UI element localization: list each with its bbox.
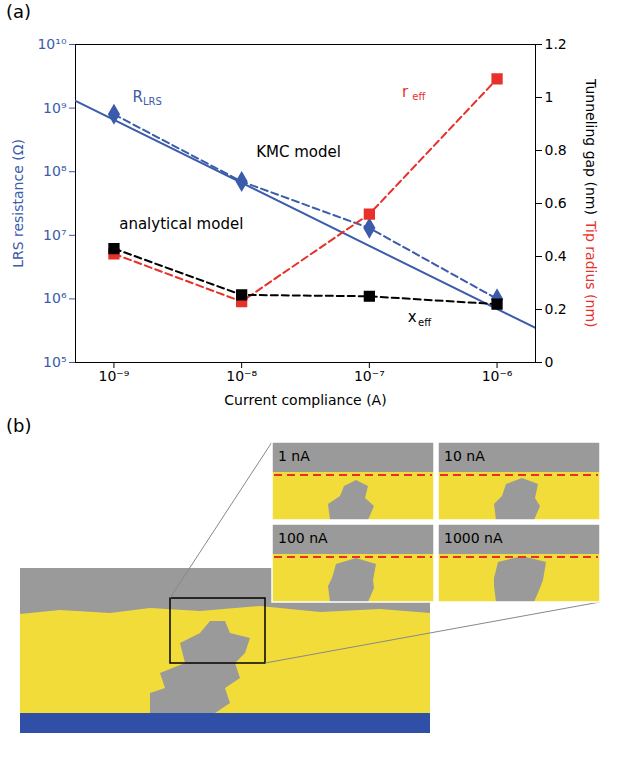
svg-text:eff: eff [418,317,432,328]
html-text:(a): (a) [6,1,32,22]
svg-text:0.4: 0.4 [545,248,567,264]
html-text:Tip radius (nm): Tip radius (nm) [583,220,599,328]
svg-text:eff: eff [412,91,426,102]
html-text:Tunneling gap (nm): Tunneling gap (nm) [583,78,599,215]
svg-text:LRS: LRS [143,96,162,107]
svg-text:10⁷: 10⁷ [43,227,66,243]
svg-text:KMC model: KMC model [256,143,341,161]
html-text:(b): (b) [6,415,32,436]
svg-text:10⁻⁷: 10⁻⁷ [354,368,385,384]
svg-text:0.2: 0.2 [545,301,567,317]
svg-text:10⁶: 10⁶ [43,290,67,306]
svg-text:10¹⁰: 10¹⁰ [37,36,66,52]
svg-text:10⁻⁸: 10⁻⁸ [226,368,257,384]
svg-text:10⁹: 10⁹ [43,100,67,116]
svg-text:10⁸: 10⁸ [43,163,67,179]
svg-text:0.6: 0.6 [545,195,567,211]
svg-text:10⁻⁶: 10⁻⁶ [482,368,513,384]
svg-text:10⁵: 10⁵ [43,354,66,370]
svg-text:0.8: 0.8 [545,142,567,158]
svg-text:1 nA: 1 nA [278,448,310,464]
svg-text:LRS resistance (Ω): LRS resistance (Ω) [10,139,26,268]
svg-text:0: 0 [545,354,554,370]
svg-text:10 nA: 10 nA [444,448,485,464]
svg-text:r: r [402,83,409,101]
svg-text:R: R [133,88,143,106]
svg-text:Current compliance (A): Current compliance (A) [224,392,386,408]
svg-text:1000 nA: 1000 nA [444,530,503,546]
svg-text:10⁻⁹: 10⁻⁹ [99,368,130,384]
svg-text:1.2: 1.2 [545,36,567,52]
svg-text:100 nA: 100 nA [278,530,328,546]
svg-text:1: 1 [545,89,554,105]
svg-text:analytical model: analytical model [119,215,243,233]
svg-text:x: x [408,308,417,326]
